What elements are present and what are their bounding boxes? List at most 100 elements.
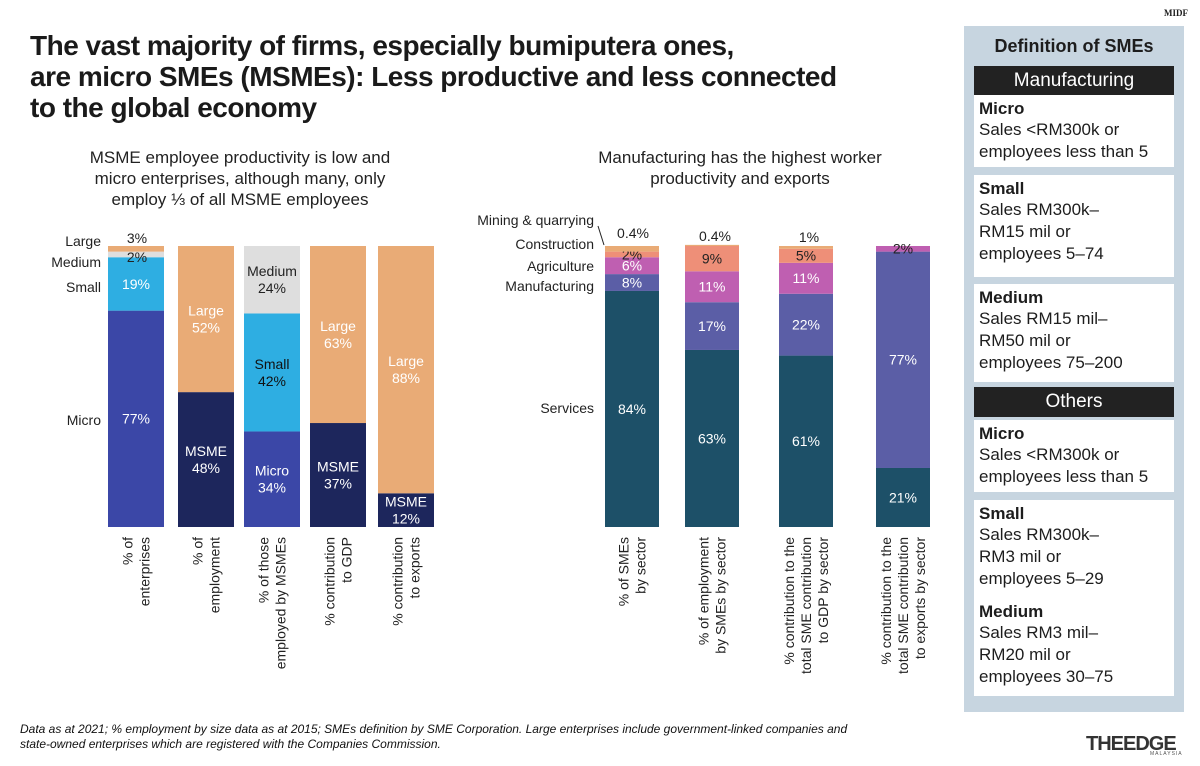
bar-segment-medium: [108, 251, 164, 258]
page-title: The vast majority of firms, especially b…: [30, 30, 910, 123]
data-label: MSME 37%: [317, 459, 359, 492]
section-heading-manufacturing: Manufacturing: [974, 66, 1174, 96]
definition-box-small: Small Sales RM300k– RM15 mil or employees 5…: [974, 175, 1174, 277]
definition-line: RM20 mil or: [979, 645, 1071, 664]
data-label: 8%: [622, 274, 642, 290]
bar-segment-services: [876, 467, 930, 527]
title-line: are micro SMEs (MSMEs): Less productive …: [30, 61, 837, 92]
bar-segment-services: [779, 355, 833, 527]
sidebar-title: Definition of SMEs: [994, 36, 1154, 56]
category-label: to GDP: [339, 537, 355, 583]
series-label: Small: [66, 279, 101, 295]
bar-segment-micro: [244, 431, 300, 527]
data-label: Small 42%: [254, 356, 289, 389]
series-label: Micro: [67, 412, 101, 428]
bar-segment-agriculture: [876, 246, 930, 252]
category-label: employment: [207, 537, 223, 613]
category-label: % of SMEs: [616, 537, 632, 606]
category-label: total SME contribution: [895, 537, 911, 674]
logo-subtext: MALAYSIA: [1150, 751, 1183, 757]
bar-segment-manufacturing: [779, 293, 833, 356]
right-chart-subtitle: Manufacturing has the highest worker pro…: [540, 147, 940, 189]
bar-segment-agriculture: [605, 257, 659, 275]
series-label: Services: [540, 400, 594, 416]
category-label: to exports: [407, 537, 423, 598]
data-label: MSME 12%: [385, 494, 427, 527]
bar-segment-large: [108, 246, 164, 252]
data-label: 0.4%: [699, 228, 731, 244]
title-line: to the global economy: [30, 92, 317, 123]
data-label: Large 88%: [388, 353, 424, 386]
category-label: % of those: [256, 537, 272, 603]
definition-line: employees 75–200: [979, 353, 1123, 372]
bar-segment-msme: [378, 493, 434, 527]
left-chart-subtitle: MSME employee productivity is low and mi…: [50, 147, 430, 210]
data-label: 77%: [889, 352, 917, 368]
bar-segment-agriculture: [779, 262, 833, 294]
bar-segment-construction: [605, 251, 659, 258]
definition-line: Sales RM15 mil–: [979, 309, 1108, 328]
category-label: % contribution to the: [781, 537, 797, 665]
category-label: % of: [190, 537, 206, 565]
bar-segment-services: [605, 290, 659, 527]
definition-line: RM15 mil or: [979, 222, 1071, 241]
bar-segment-large: [310, 246, 366, 424]
definition-name: Micro: [979, 99, 1025, 118]
bar-segment-mining-quarrying: [605, 246, 659, 252]
data-label: 0.4%: [617, 225, 649, 241]
category-label: enterprises: [137, 537, 153, 606]
category-label: % contribution to the: [878, 537, 894, 665]
bar-segment-construction: [685, 246, 739, 272]
definition-box-micro: Micro Sales <RM300k or employees less than…: [974, 95, 1174, 167]
bar-segment-mining-quarrying: [779, 246, 833, 249]
data-label: 63%: [698, 430, 726, 446]
data-label: Micro 34%: [255, 463, 289, 496]
bar-segment-msme: [310, 423, 366, 527]
data-label: 11%: [793, 270, 820, 286]
bar-segment-construction: [779, 248, 833, 263]
data-label: 9%: [702, 251, 722, 267]
data-label: 77%: [122, 411, 150, 427]
definition-line: RM3 mil or: [979, 547, 1062, 566]
title-line: The vast majority of firms, especially b…: [30, 30, 734, 61]
bar-segment-manufacturing: [685, 302, 739, 350]
subtitle-line: Manufacturing has the highest worker: [598, 148, 882, 167]
bar-segment-small: [108, 257, 164, 311]
bar-segment-large: [378, 246, 434, 494]
footnote-line: state-owned enterprises which are regist…: [20, 737, 441, 751]
series-label: Large: [65, 233, 101, 249]
definition-line: employees 5–29: [979, 569, 1104, 588]
bar-segment-manufacturing: [876, 251, 930, 468]
definition-line: Sales RM300k–: [979, 200, 1100, 219]
category-label: by SMEs by sector: [713, 537, 729, 654]
data-label: 2%: [127, 249, 147, 265]
definition-name: Medium: [979, 288, 1044, 307]
category-label: total SME contribution: [798, 537, 814, 674]
definition-name: Micro: [979, 424, 1025, 443]
definition-line: Sales RM3 mil–: [979, 623, 1099, 642]
data-label: 1%: [799, 229, 819, 245]
bar-segment-services: [685, 349, 739, 527]
data-label: 61%: [792, 433, 820, 449]
section-heading-others: Others: [974, 387, 1174, 417]
category-label: % of: [120, 537, 136, 565]
definition-line: employees 30–75: [979, 667, 1114, 686]
series-label: Mining & quarrying: [477, 212, 594, 228]
data-label: 19%: [122, 276, 150, 292]
data-label: 11%: [699, 279, 726, 295]
bar-segment-large: [178, 246, 234, 393]
footnote-line: Data as at 2021; % employment by size da…: [20, 722, 848, 736]
category-label: employed by MSMEs: [273, 537, 289, 669]
series-label: Construction: [515, 236, 594, 252]
subtitle-line: productivity and exports: [650, 169, 830, 188]
bar-segment-medium: [244, 246, 300, 314]
definition-line: RM50 mil or: [979, 331, 1071, 350]
definition-box-medium: Medium Sales RM3 mil– RM20 mil or employees…: [974, 598, 1174, 696]
the-edge-logo: THEEDGE: [1086, 733, 1177, 755]
category-label: % of employment: [696, 537, 712, 645]
data-label: 22%: [792, 317, 820, 333]
category-label: % contribution: [322, 537, 338, 626]
definition-line: employees less than 5: [979, 467, 1149, 486]
data-label: 84%: [618, 401, 646, 417]
